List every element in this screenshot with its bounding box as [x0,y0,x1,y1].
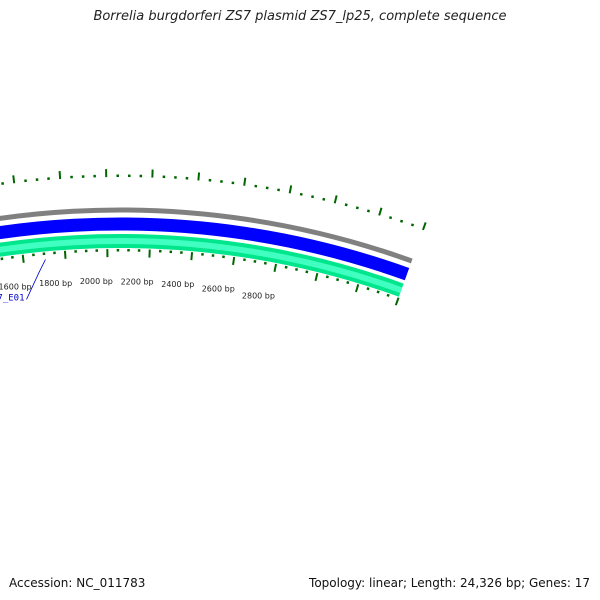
accession-label: Accession: NC_011783 [9,576,146,590]
outer-major-tick [288,185,293,194]
scale-tick-label: 2200 bp [121,278,154,287]
outer-major-tick [12,175,16,184]
inner-minor-tick [386,293,390,297]
scale-tick-label: 1800 bp [39,279,72,288]
outer-minor-tick [299,192,303,196]
inner-minor-tick [346,280,350,285]
scale-tick-label: 2600 bp [202,285,235,294]
outer-minor-tick [355,206,359,210]
inner-major-tick [355,284,360,293]
outer-minor-tick [311,195,315,199]
genome-summary-label: Topology: linear; Length: 24,326 bp; Gen… [309,576,590,590]
backbone-track [0,207,413,264]
outer-minor-tick [389,216,393,220]
gene-labels: BbuZS7_E01 [0,259,46,303]
outer-minor-tick [322,197,326,201]
outer-major-tick [197,172,201,181]
inner-minor-tick [284,265,288,269]
inner-major-tick [190,252,194,261]
outer-major-tick [378,207,383,216]
gene-leader-line [26,259,46,300]
outer-major-tick [58,170,62,180]
inner-minor-tick [294,267,298,271]
inner-major-tick [314,272,319,282]
inner-minor-tick [325,275,329,279]
inner-tick-ring [0,248,400,306]
forward-strand-track [0,217,410,281]
inner-minor-tick [376,290,380,294]
scale-tick-label: 2000 bp [80,277,113,286]
outer-tick-ring [1,169,427,231]
map-title: Borrelia burgdorferi ZS7 plasmid ZS7_lp2… [93,9,507,24]
inner-major-tick [273,263,277,273]
inner-minor-tick [336,278,340,282]
inner-minor-tick [366,287,370,291]
outer-minor-tick [399,219,404,223]
gene-label[interactable]: BbuZS7_E01 [0,293,25,303]
scale-tick-label: 2800 bp [242,291,275,300]
outer-minor-tick [366,209,371,213]
inner-minor-tick [305,270,309,274]
inner-major-tick [394,297,400,306]
inner-major-tick [21,254,25,263]
scale-tick-label: 2400 bp [161,280,194,289]
inner-major-tick [232,256,236,266]
outer-major-tick [333,195,338,204]
outer-major-tick [422,222,427,231]
reverse-strand-track-core [0,238,403,293]
outer-minor-tick [344,203,348,207]
inner-major-tick [63,250,67,259]
outer-minor-tick [410,223,415,227]
outer-major-tick [243,177,247,186]
scale-tick-label: 1600 bp [0,283,32,292]
